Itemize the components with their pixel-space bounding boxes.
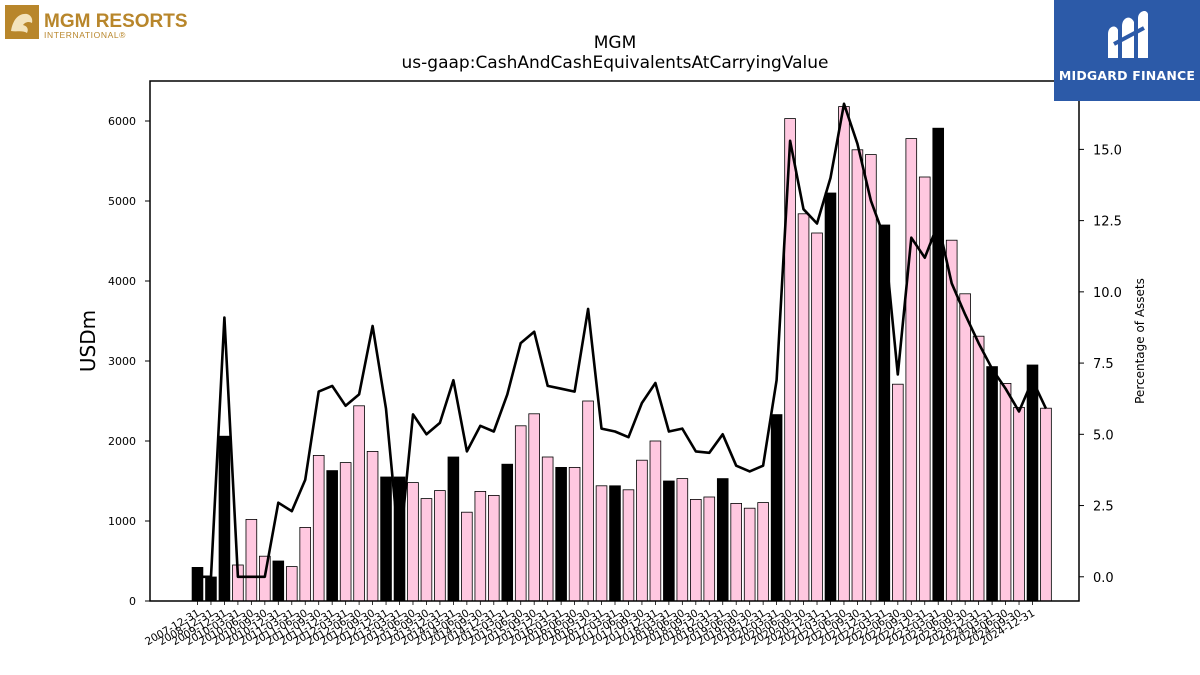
chart-title: MGM	[594, 33, 637, 53]
plot-frame	[149, 80, 1080, 602]
y-axis-label: USDm	[76, 310, 100, 372]
bar	[972, 335, 985, 602]
bar	[595, 485, 608, 602]
bar	[730, 502, 742, 602]
bar	[461, 511, 473, 602]
bar	[380, 476, 392, 602]
bar	[609, 485, 621, 602]
bar	[622, 489, 635, 602]
bar	[663, 480, 675, 602]
bar	[838, 106, 850, 602]
bar	[999, 382, 1012, 602]
y2-axis-ticks: 0.0 2.5 5.0 7.5 10.0 12.5 15.0	[1079, 143, 1122, 586]
left-logo-main: MGM RESORTS	[44, 11, 188, 32]
bar	[568, 466, 581, 602]
y-tick-label: 4000	[108, 275, 136, 288]
bar	[892, 383, 904, 602]
bar	[218, 435, 231, 602]
bar	[447, 456, 460, 602]
bar	[1040, 407, 1052, 602]
bar	[285, 566, 298, 602]
y2-tick-label: 5.0	[1093, 428, 1114, 443]
bar	[636, 459, 648, 602]
mgm-resorts-logo: MGM RESORTS INTERNATIONAL®	[5, 5, 195, 41]
bar	[743, 507, 756, 602]
bars-layer	[191, 106, 1052, 602]
bar	[986, 366, 998, 602]
bar	[312, 454, 325, 602]
y2-axis-label: Percentage of Assets	[1133, 278, 1147, 404]
y-axis-ticks: 0 1000 2000 3000 4000 5000 6000	[108, 115, 150, 608]
bar	[649, 440, 662, 602]
bar	[407, 482, 419, 602]
midgard-mark-icon	[1108, 11, 1148, 58]
bar	[716, 478, 729, 602]
y2-tick-label: 0.0	[1093, 571, 1114, 586]
bar	[676, 478, 689, 602]
bar	[420, 498, 433, 602]
right-logo-name: MIDGARD FINANCE	[1058, 68, 1196, 83]
bar	[514, 425, 527, 602]
percentage-line	[197, 102, 1048, 579]
bar	[205, 576, 217, 602]
chart-subtitle: us-gaap:CashAndCashEquivalentsAtCarrying…	[402, 53, 829, 73]
y2-tick-label: 2.5	[1093, 500, 1114, 515]
bar	[690, 498, 702, 602]
y2-tick-label: 7.5	[1093, 357, 1114, 372]
y-tick-label: 3000	[108, 355, 136, 368]
bar	[757, 502, 769, 602]
y-tick-label: 1000	[108, 515, 136, 528]
bar	[865, 154, 877, 602]
y2-tick-label: 10.0	[1093, 286, 1122, 301]
x-axis-ticks: 2007-12-312008-12-312009-12-312010-03-31…	[143, 601, 1037, 648]
bar	[434, 490, 446, 602]
bar	[1026, 364, 1039, 602]
bar	[797, 213, 810, 602]
midgard-finance-logo: MIDGARD FINANCE	[1054, 0, 1200, 101]
y2-tick-label: 15.0	[1093, 143, 1122, 158]
bar	[474, 490, 487, 602]
bar	[555, 466, 567, 602]
bar	[582, 400, 594, 602]
bar	[272, 560, 285, 602]
y2-tick-label: 12.5	[1093, 215, 1122, 230]
y-tick-label: 5000	[108, 195, 136, 208]
bar	[299, 527, 312, 602]
bar	[1013, 406, 1025, 602]
bar	[811, 232, 823, 602]
bar	[339, 462, 352, 602]
bar	[851, 149, 864, 602]
bar	[703, 496, 716, 602]
bar	[501, 463, 514, 602]
bar	[245, 519, 258, 602]
y-tick-label: 2000	[108, 435, 136, 448]
y-tick-label: 6000	[108, 115, 136, 128]
bar	[326, 470, 338, 602]
bar	[918, 176, 931, 602]
bar	[366, 450, 379, 602]
bar	[905, 138, 918, 602]
bar	[528, 413, 540, 602]
bar	[932, 127, 945, 602]
bar	[487, 494, 500, 602]
y-tick-label: 0	[129, 595, 136, 608]
bar	[541, 456, 554, 602]
bar	[770, 414, 783, 602]
bar	[191, 567, 204, 602]
bar	[959, 293, 971, 602]
bar	[824, 192, 837, 602]
bar	[353, 405, 365, 602]
left-logo-sub: INTERNATIONAL®	[44, 30, 126, 40]
